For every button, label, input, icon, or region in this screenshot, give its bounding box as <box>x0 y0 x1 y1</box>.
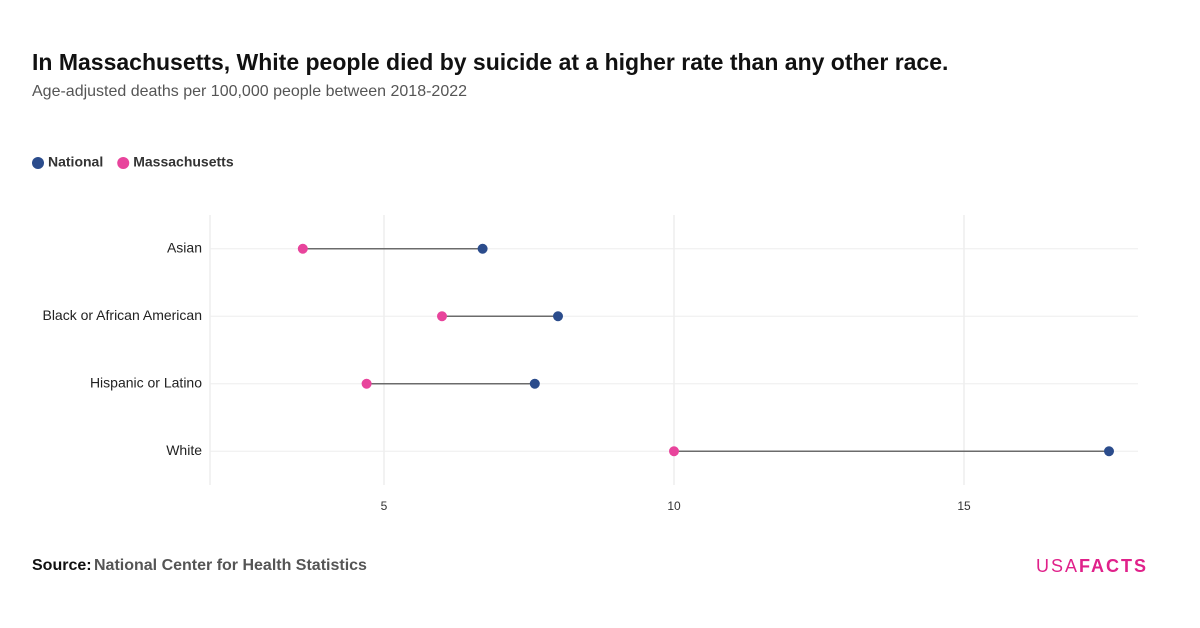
dot <box>1104 446 1114 457</box>
logo-usa: USA <box>1036 556 1079 576</box>
dot <box>477 243 488 254</box>
source: National Center for Health Statistics <box>94 557 367 574</box>
y-tick-label: Black or African American <box>42 307 202 323</box>
dot <box>437 311 447 322</box>
dot <box>529 378 540 389</box>
logo-facts: FACTS <box>1079 556 1148 576</box>
legend-label: Massachusetts <box>133 154 234 170</box>
x-tick-label: 10 <box>667 499 681 513</box>
chart-title: In Massachusetts, White people died by s… <box>32 49 948 75</box>
dot <box>669 446 679 457</box>
legend-marker <box>117 157 130 169</box>
legend-marker <box>32 157 44 169</box>
x-tick-label: 15 <box>957 499 971 513</box>
y-tick-label: Asian <box>167 239 202 255</box>
legend-label: National <box>48 154 103 170</box>
dot <box>361 378 372 389</box>
chart-subtitle: Age-adjusted deaths per 100,000 people b… <box>32 83 467 100</box>
logo: USAFACTS <box>1036 556 1148 576</box>
dot <box>297 243 308 254</box>
dot <box>553 311 563 322</box>
source-label: Source: <box>32 557 92 574</box>
x-tick-label: 5 <box>381 499 388 513</box>
y-tick-label: Hispanic or Latino <box>90 374 202 390</box>
y-tick-label: White <box>166 442 202 458</box>
